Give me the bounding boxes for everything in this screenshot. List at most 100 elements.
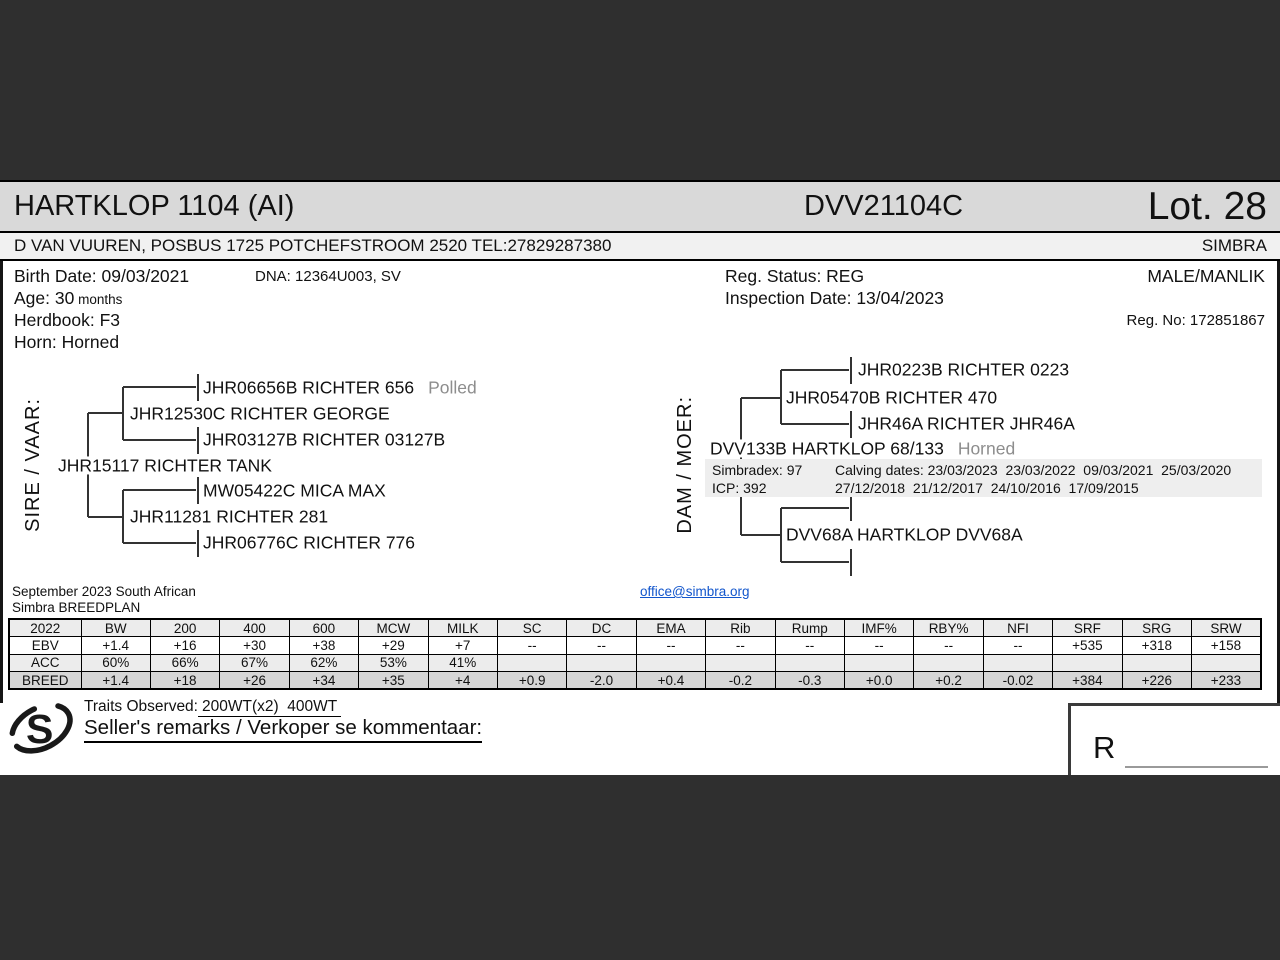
value-cell: -0.2 (705, 671, 776, 690)
row-label-cell: ACC (8, 653, 82, 672)
value-cell: 60% (80, 653, 151, 672)
dam-info-band (705, 459, 1262, 497)
owner-contact: D VAN VUUREN, POSBUS 1725 POTCHEFSTROOM … (14, 236, 612, 255)
value-cell: Rump (774, 618, 845, 637)
value-cell: +30 (219, 636, 290, 655)
value-cell: SRW (1191, 618, 1262, 637)
value-cell (635, 653, 707, 672)
value-cell: 66% (149, 653, 221, 672)
pedigree-sire-dam-sire: MW05422C MICA MAX (203, 480, 388, 501)
value-cell: -- (566, 636, 637, 655)
value-cell: -2.0 (566, 671, 637, 690)
breedplan-line1: September 2023 South African (12, 584, 196, 599)
pedigree-dam: DVV133B HARTKLOP 68/133 Horned (710, 438, 1018, 459)
value-cell: +1.4 (80, 636, 151, 655)
value-cell (1191, 653, 1262, 672)
value-cell: NFI (982, 618, 1054, 637)
value-cell: 62% (288, 653, 360, 672)
pedigree-sire-sire: JHR12530C RICHTER GEORGE (130, 403, 392, 424)
price-currency: R (1093, 730, 1116, 765)
value-cell: SC (496, 618, 568, 637)
birth-date: Birth Date: 09/03/2021 (14, 266, 190, 286)
value-cell: IMF% (843, 618, 915, 637)
ebv-table: 2022 BW 200 400 600 MCW MILK SC DC EMA Rib Rump IMF%… (8, 618, 1262, 690)
price-box[interactable]: R (1068, 703, 1280, 775)
ebv-data-row: EBV +1.4 +16 +30 +38 +29 +7 -- -- -- -- -- -- -- -- +53… (8, 636, 1262, 655)
page-title: HARTKLOP 1104 (AI) (14, 190, 295, 222)
age-unit: months (74, 292, 123, 307)
value-cell: +226 (1121, 671, 1193, 690)
inspection-date: Inspection Date: 13/04/2023 (725, 288, 944, 308)
horn-status: Horn: Horned (14, 332, 120, 352)
sex: MALE/MANLIK (1147, 266, 1265, 286)
ebv-data-row: ACC 60% 66% 67% 62% 53% 41% (8, 653, 1262, 672)
value-cell: +158 (1191, 636, 1262, 655)
value-cell (1052, 653, 1123, 672)
value-cell (566, 653, 637, 672)
title-bar: HARTKLOP 1104 (AI) DVV21104C Lot. 28 (0, 180, 1280, 233)
value-cell: 67% (219, 653, 290, 672)
value-cell: +0.9 (496, 671, 568, 690)
value-cell (1121, 653, 1193, 672)
traits-label: Traits Observed: (84, 698, 198, 715)
value-cell: -0.02 (982, 671, 1054, 690)
value-cell: +0.0 (843, 671, 915, 690)
value-cell: SRG (1121, 618, 1193, 637)
value-cell: +16 (149, 636, 221, 655)
value-cell: +233 (1191, 671, 1262, 690)
value-cell: +0.2 (913, 671, 984, 690)
value-cell: -- (843, 636, 915, 655)
reg-status: Reg. Status: REG (725, 266, 865, 286)
calving-dates-line2: 27/12/2018 21/12/2017 24/10/2016 17/09/2… (835, 480, 1139, 496)
animal-id: DVV21104C (804, 190, 964, 222)
value-cell (913, 653, 984, 672)
ancestor-name: JHR06656B RICHTER 656 (203, 377, 415, 398)
simbra-s-logo: S (9, 702, 73, 754)
value-cell (982, 653, 1054, 672)
dam-section-label: DAM / MOER: (674, 396, 696, 534)
pedigree-dam-sire-sire: JHR0223B RICHTER 0223 (858, 359, 1072, 380)
pedigree-sire-sire-sire: JHR06656B RICHTER 656 Polled (203, 377, 479, 398)
value-cell: +1.4 (80, 671, 151, 690)
value-cell: DC (566, 618, 637, 637)
row-label-cell: BREED (8, 671, 82, 690)
pedigree-dam-sire: JHR05470B RICHTER 470 (786, 387, 1000, 408)
value-cell: 41% (427, 653, 498, 672)
dam-name: DVV133B HARTKLOP 68/133 (710, 438, 944, 459)
value-cell: +35 (358, 671, 429, 690)
value-cell: +384 (1052, 671, 1123, 690)
value-cell: -- (496, 636, 568, 655)
row-label-cell: 2022 (8, 618, 82, 637)
row-label-cell: EBV (8, 636, 82, 655)
value-cell: -0.3 (774, 671, 845, 690)
value-cell: +34 (288, 671, 360, 690)
ebv-data-row: BREED +1.4 +18 +26 +34 +35 +4 +0.9 -2.0 +0.4 -0.2-… (8, 671, 1262, 690)
value-cell: EMA (635, 618, 707, 637)
value-cell: +26 (219, 671, 290, 690)
value-cell (496, 653, 568, 672)
icp: ICP: 392 (712, 480, 767, 496)
value-cell: -- (913, 636, 984, 655)
value-cell: +318 (1121, 636, 1193, 655)
pedigree-dam-dam: DVV68A HARTKLOP DVV68A (786, 524, 1025, 545)
breedplan-line2: Simbra BREEDPLAN (12, 600, 141, 615)
page-right-border (1277, 180, 1280, 703)
reg-no: Reg. No: 172851867 (1126, 312, 1265, 329)
age: Age: 30 months (14, 288, 122, 309)
pedigree-sire-dam-dam: JHR06776C RICHTER 776 (203, 532, 418, 553)
value-cell: -- (982, 636, 1054, 655)
value-cell: +535 (1052, 636, 1123, 655)
email-link[interactable]: office@simbra.org (640, 584, 750, 599)
pedigree-dam-sire-dam: JHR46A RICHTER JHR46A (858, 413, 1077, 434)
value-cell: +29 (358, 636, 429, 655)
pedigree-sire-sire-dam: JHR03127B RICHTER 03127B (203, 429, 448, 450)
age-value: Age: 30 (14, 288, 75, 308)
dna-info: DNA: 12364U003, SV (255, 268, 401, 285)
horned-note: Horned (957, 438, 1016, 459)
ebv-header-row: 2022 BW 200 400 600 MCW MILK SC DC EMA Rib Rump IMF%… (8, 618, 1262, 637)
value-cell: MILK (427, 618, 498, 637)
breed-name: SIMBRA (1201, 236, 1267, 255)
value-cell: RBY% (913, 618, 984, 637)
value-cell: +18 (149, 671, 221, 690)
svg-text:S: S (26, 706, 53, 752)
